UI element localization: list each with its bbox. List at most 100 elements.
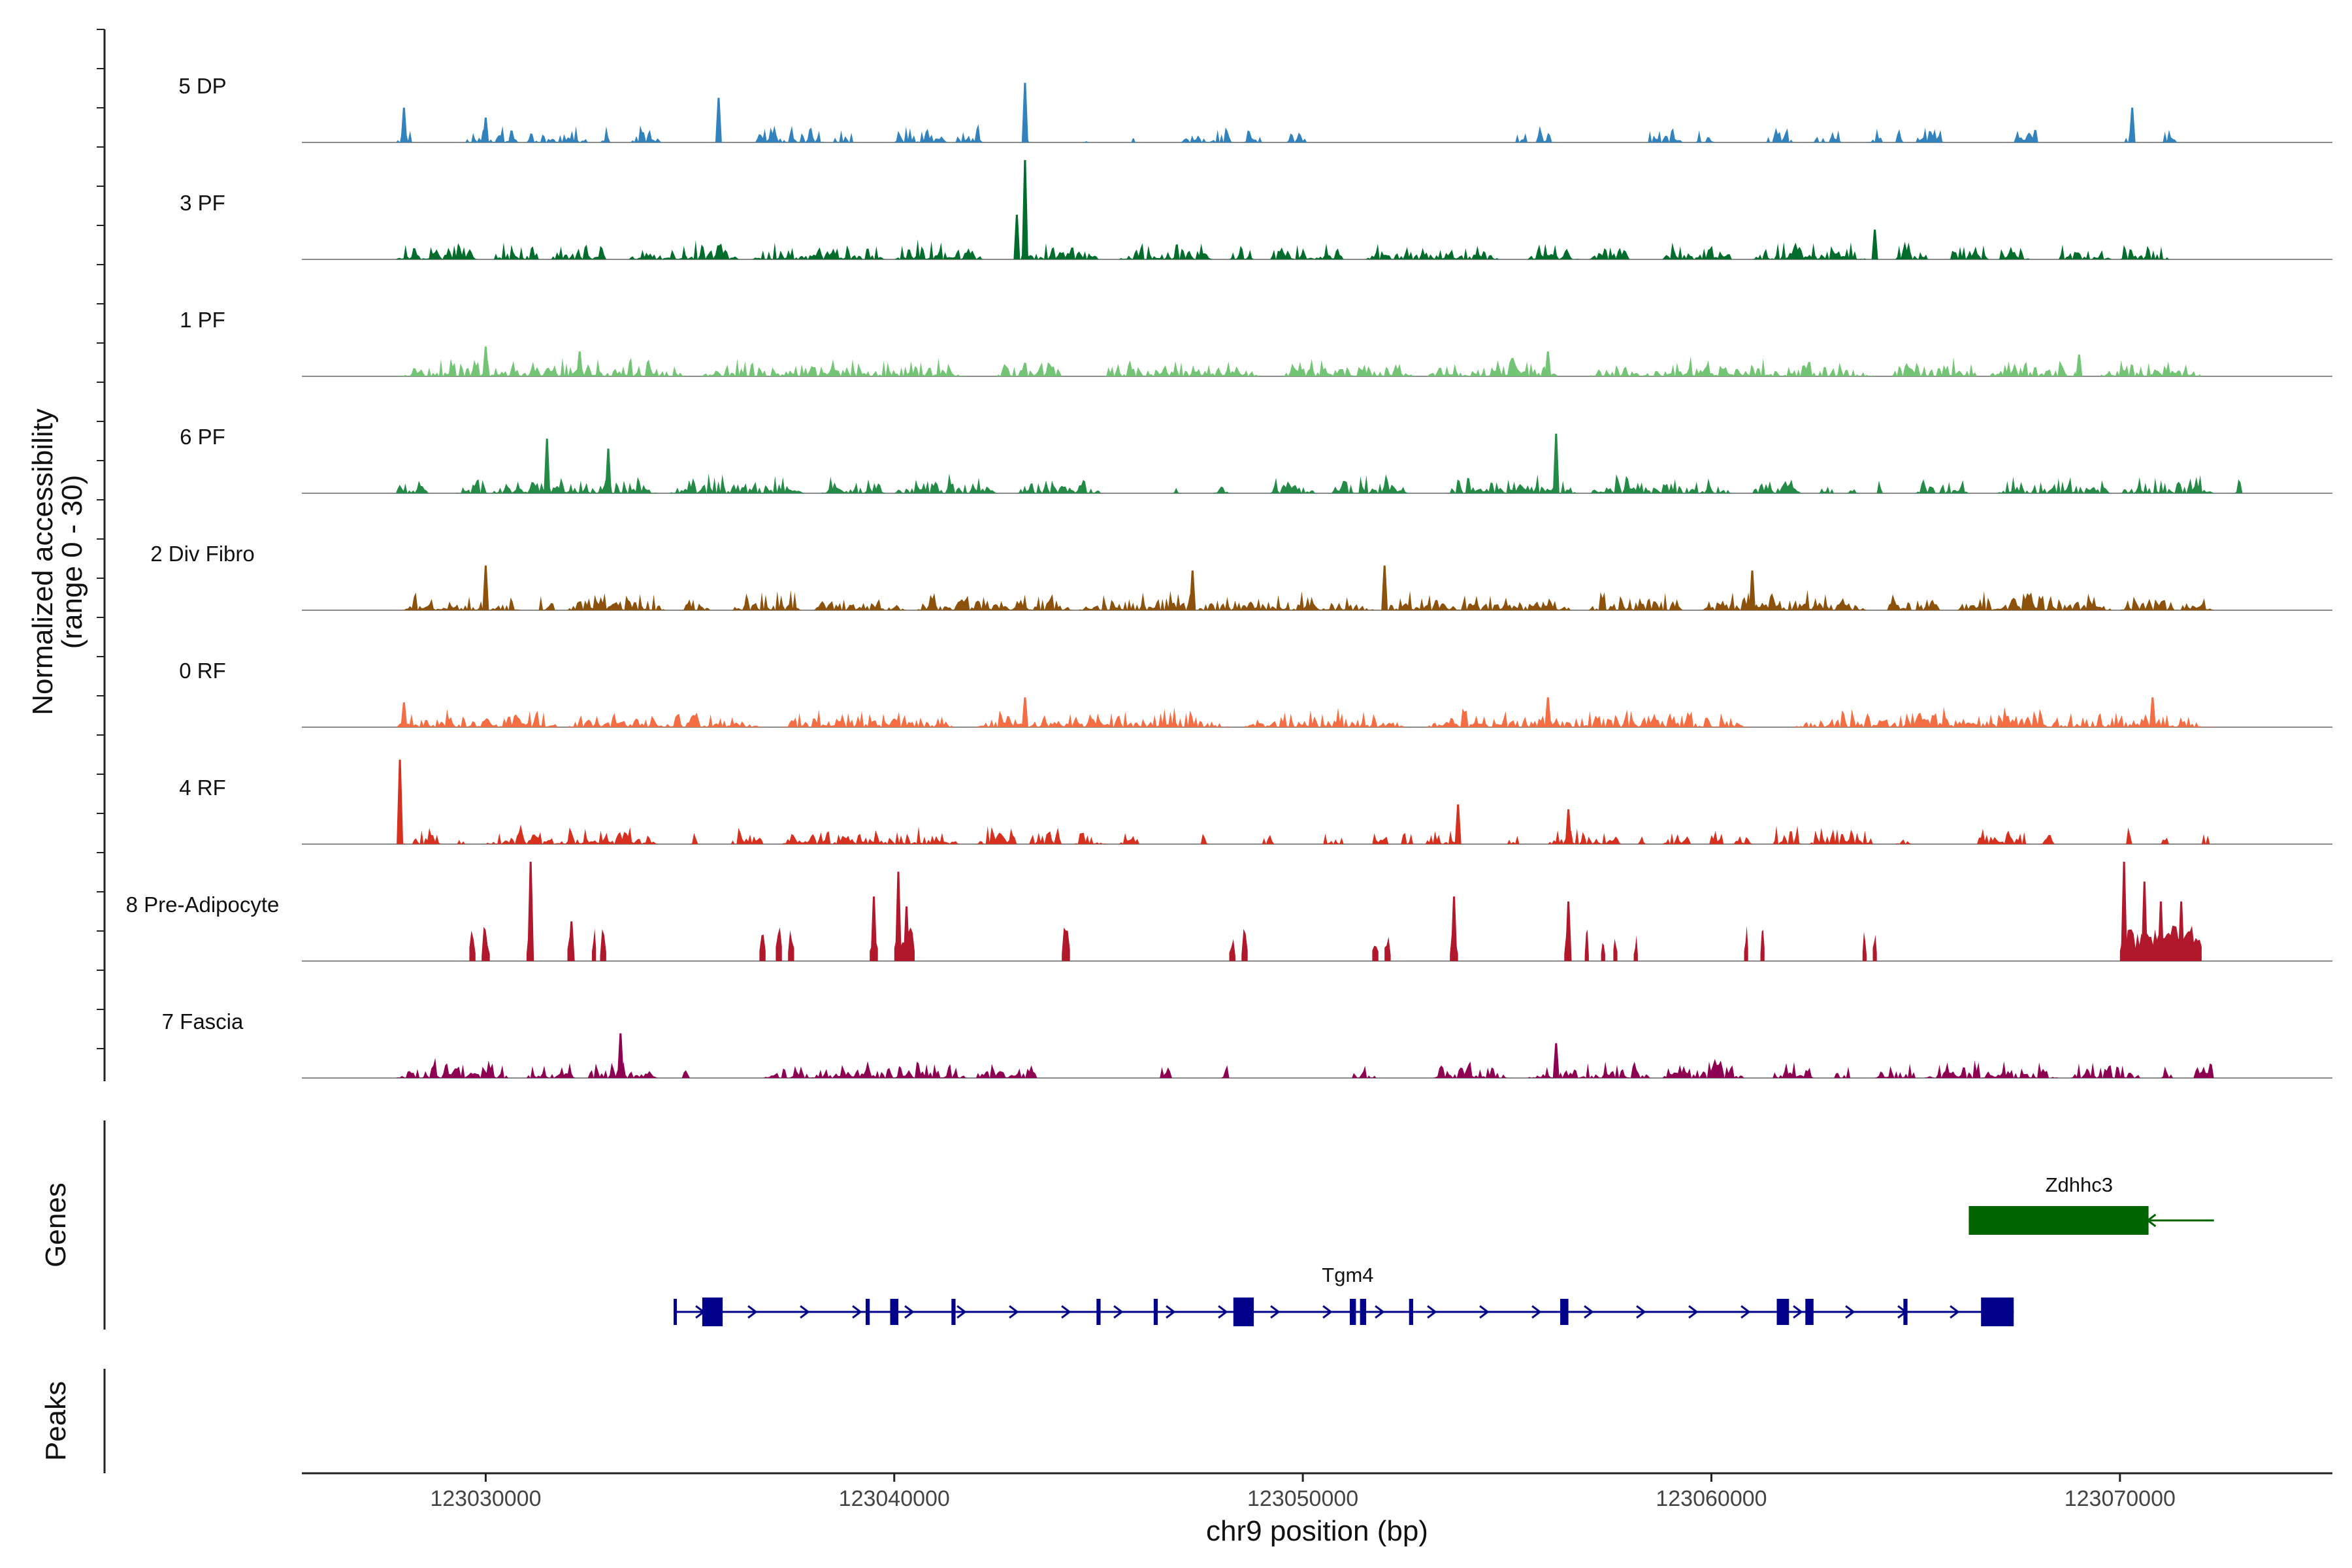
coverage-area: [1507, 836, 1520, 844]
coverage-area: [629, 240, 740, 259]
coverage-peak: [1189, 570, 1196, 610]
coverage-area: [1744, 925, 1748, 961]
exon: [1350, 1299, 1356, 1325]
coverage-area: [2119, 596, 2214, 610]
coverage-area: [1867, 129, 1884, 142]
strand-arrow: [1166, 1305, 1176, 1319]
peaks-panel: Peaks: [40, 1369, 106, 1473]
x-axis: chr9 position (bp) 123030000 123040000 123…: [302, 1472, 2332, 1547]
coverage-peak: [1552, 433, 1560, 493]
coverage-area: [730, 828, 764, 844]
coverage-area: [395, 131, 412, 142]
coverage-area: [975, 1064, 1037, 1078]
coverage-peak: [1021, 160, 1028, 259]
exon: [1776, 1299, 1789, 1325]
exon: [865, 1299, 870, 1325]
exon: [951, 1299, 956, 1325]
coverage-area: [2201, 834, 2210, 844]
coverage-area: [1372, 945, 1379, 961]
coverage-area: [1976, 828, 2031, 844]
y-axis-title-main: Normalized accessibility: [27, 408, 59, 715]
coverage-area: [1172, 487, 1181, 493]
coverage-area: [2119, 475, 2214, 493]
coverage-peak: [397, 759, 404, 844]
coverage-area: [1262, 835, 1275, 844]
coverage-peak: [2157, 901, 2164, 961]
strand-arrow: [1479, 1305, 1490, 1319]
coverage-peak: [605, 448, 612, 493]
coverage-peak: [903, 906, 910, 961]
coverage-peak: [2178, 901, 2185, 961]
strand-arrow: [1009, 1305, 1019, 1319]
coverage-area: [2161, 838, 2169, 844]
gene-label: Zdhhc3: [2046, 1173, 2113, 1196]
coverage-peak: [617, 1033, 624, 1078]
coverage-peak: [544, 438, 551, 493]
exon: [702, 1298, 723, 1326]
coverage-area: [1241, 708, 1405, 727]
y-axis-title: Normalized accessibility (range 0 - 30): [27, 408, 88, 715]
coverage-area: [404, 592, 523, 610]
coverage-area: [1793, 706, 2214, 727]
coverage-area: [996, 362, 1062, 376]
coverage-area: [493, 242, 539, 259]
coverage-area: [1707, 830, 1724, 844]
coverage-area: [469, 930, 476, 961]
coverage-area: [1229, 246, 1254, 259]
coverage-area: [1241, 928, 1248, 961]
exon: [1360, 1299, 1367, 1325]
strand-arrow: [1845, 1305, 1855, 1319]
coverage-area: [2059, 244, 2112, 259]
coverage-area: [1809, 828, 1875, 844]
coverage-area: [1752, 242, 1867, 259]
coverage-area: [1846, 489, 1859, 493]
coverage-area: [600, 929, 606, 961]
coverage-area: [1613, 938, 1618, 961]
track-6-pf: 6 PF: [180, 425, 2332, 494]
exon: [1805, 1299, 1814, 1325]
exon: [1981, 1298, 2014, 1326]
strand-arrow: [1793, 1305, 1803, 1319]
coverage-peak: [1454, 804, 1462, 844]
coverage-area: [1286, 132, 1307, 142]
coverage-area: [2099, 360, 2202, 376]
coverage-area: [1446, 474, 1577, 493]
coverage-area: [1384, 591, 1573, 610]
coverage-area: [1527, 244, 1581, 259]
coverage-area: [453, 476, 658, 493]
coverage-area: [1895, 129, 1904, 142]
coverage-area: [1017, 480, 1103, 493]
coverage-area: [2161, 129, 2178, 142]
coverage-area: [412, 828, 441, 844]
coverage-area: [690, 833, 698, 844]
coverage-area: [779, 710, 956, 727]
coverage-area: [1017, 243, 1099, 259]
coverage-area: [2070, 1062, 2141, 1078]
track-label: 8 Pre-Adipocyte: [126, 892, 280, 917]
strand-arrow: [1740, 1305, 1751, 1319]
coverage-area: [1119, 833, 1139, 844]
coverage-area: [1588, 247, 1630, 259]
coverage-area: [2014, 129, 2038, 142]
coverage-peak: [870, 896, 877, 961]
exon: [1903, 1299, 1908, 1325]
coverage-area: [395, 357, 691, 376]
coverage-area: [1425, 357, 1561, 376]
track-label: 2 Div Fibro: [150, 542, 255, 566]
coverage-area: [1874, 480, 1884, 493]
track-label: 0 RF: [179, 659, 226, 683]
coverage-area: [465, 125, 519, 142]
coverage-area: [1588, 592, 1683, 610]
coverage-peak: [2129, 107, 2136, 142]
coverage-area: [1646, 128, 1683, 142]
coverage-peak: [482, 118, 489, 142]
coverage-area: [1180, 127, 1233, 142]
strand-arrow: [904, 1305, 915, 1319]
coverage-area: [1923, 1060, 2059, 1078]
coverage-area: [669, 473, 805, 493]
exon: [1560, 1299, 1569, 1325]
track-8-pre-adipocyte: 8 Pre-Adipocyte: [126, 862, 2332, 962]
coverage-area: [1221, 1065, 1230, 1078]
coverage-area: [1584, 929, 1589, 961]
